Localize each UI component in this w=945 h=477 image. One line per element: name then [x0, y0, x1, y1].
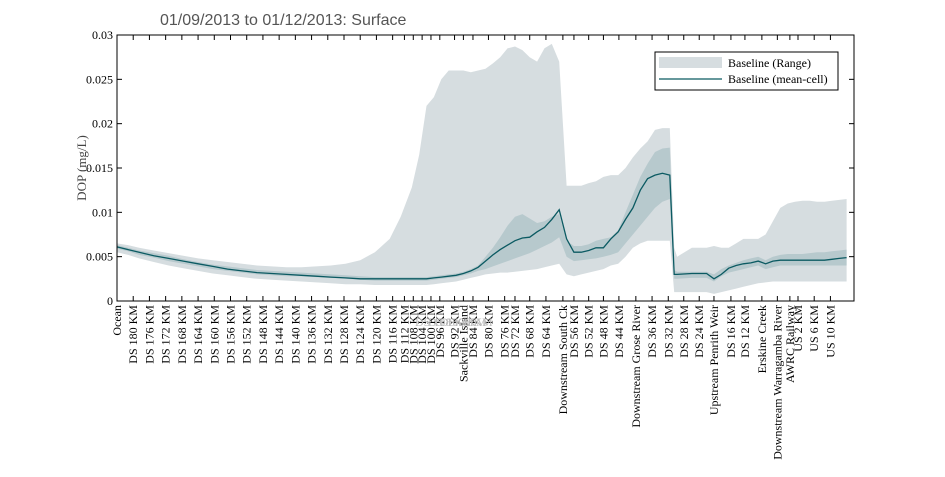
x-tick-label: DS 152 KM — [240, 305, 254, 364]
series-mean-cell-line — [116, 172, 847, 280]
y-tick-label: 0.005 — [86, 250, 113, 264]
x-tick-label: DS 180 KM — [126, 305, 140, 364]
ghost-label: DS 108 KM — [415, 315, 474, 329]
x-tick-label: DS 104 KM — [415, 305, 429, 364]
x-tick-label: DS 32 KM — [661, 305, 675, 358]
x-tick-label: DS 124 KM — [353, 305, 367, 364]
x-tick-label: Downstream Warragamba River — [770, 305, 784, 460]
x-tick-label: DS 64 KM — [539, 305, 553, 358]
y-tick-label: 0.02 — [92, 117, 113, 131]
legend-line-label: Baseline (mean-cell) — [728, 72, 828, 86]
x-tick-label: Sackville Island — [456, 305, 470, 382]
x-tick-label: DS 100 KM — [424, 305, 438, 364]
x-tick-label: DS 116 KM — [386, 305, 400, 364]
x-tick-label: AWRC Railway — [783, 305, 797, 383]
x-tick-label: DS 48 KM — [596, 305, 610, 358]
x-tick-label: DS 84 KM — [466, 305, 480, 358]
x-tick-label: DS 76 KM — [498, 305, 512, 358]
x-tick-label: DS 52 KM — [582, 305, 596, 358]
x-tick-label: DS 164 KM — [191, 305, 205, 364]
x-tick-label: DS 12 KM — [738, 305, 752, 358]
x-tick-label: DS 128 KM — [337, 305, 351, 364]
x-tick-label: DS 176 KM — [142, 305, 156, 364]
x-tick-label: DS 160 KM — [207, 305, 221, 364]
x-tick-label: US 6 KM — [807, 305, 821, 352]
x-tick-label: DS 120 KM — [369, 305, 383, 364]
x-tick-label: DS 72 KM — [508, 305, 522, 358]
ghost-label: DS 100 KM — [428, 315, 487, 329]
x-tick-label: DS 24 KM — [692, 305, 706, 358]
x-tick-label: DS 92 KM — [448, 305, 462, 358]
x-tick-label: US 2 KM — [791, 305, 805, 352]
y-tick-label: 0.015 — [86, 161, 113, 175]
y-tick-label: 0.01 — [92, 205, 113, 219]
x-tick-label: DS 56 KM — [567, 305, 581, 358]
x-tick-label: DS 68 KM — [523, 305, 537, 358]
x-tick-label: DS 108 KM — [406, 305, 420, 364]
series-inner-band — [117, 147, 847, 282]
x-tick-label: DS 28 KM — [677, 305, 691, 358]
x-tick-label: DS 112 KM — [397, 305, 411, 364]
x-tick-label: DS 148 KM — [256, 305, 270, 364]
y-tick-label: 0.03 — [92, 28, 113, 42]
series-range-band — [117, 43, 847, 294]
x-tick-label: DS 168 KM — [175, 305, 189, 364]
x-tick-label: DS 172 KM — [159, 305, 173, 364]
x-tick-label: DS 36 KM — [645, 305, 659, 358]
y-tick-label: 0.025 — [86, 72, 113, 86]
y-tick-label: 0 — [107, 294, 113, 308]
x-tick-label: DS 136 KM — [305, 305, 319, 364]
x-tick-label: DS 44 KM — [612, 305, 626, 358]
x-tick-label: DS 144 KM — [272, 305, 286, 364]
chart-title: 01/09/2013 to 01/12/2013: Surface — [160, 12, 407, 29]
legend-range-swatch — [659, 57, 722, 68]
x-tick-label: DS 16 KM — [724, 305, 738, 358]
x-tick-label: Erskine Creek — [755, 305, 769, 373]
y-axis-label: DOP (mg/L) — [74, 135, 89, 201]
x-tick-label: DS 80 KM — [481, 305, 495, 358]
ghost-label: DS 96 KM — [440, 315, 493, 329]
x-tick-label: US 10 KM — [823, 305, 837, 358]
x-tick-label: DS 132 KM — [321, 305, 335, 364]
x-tick-label: Upstream Penrith Weir — [707, 305, 721, 415]
legend-range-label: Baseline (Range) — [728, 56, 811, 70]
x-tick-label: Downstream South Ck — [556, 305, 570, 414]
x-tick-label: DS 156 KM — [223, 305, 237, 364]
x-tick-label: Downstream Grose River — [629, 305, 643, 428]
x-tick-label: Ocean — [110, 305, 124, 336]
x-tick-label: DS 140 KM — [288, 305, 302, 364]
x-tick-label: DS 96 KM — [433, 305, 447, 358]
